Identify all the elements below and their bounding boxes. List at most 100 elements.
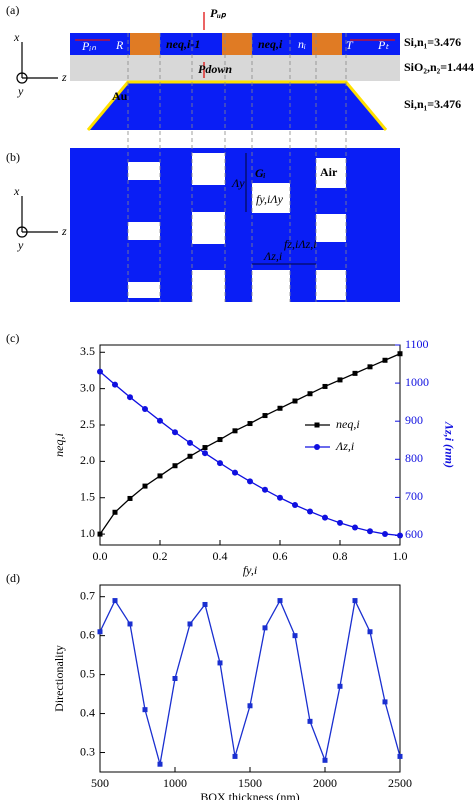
grating-tooth [130,33,160,55]
y-axis-label: neq,i [52,433,66,457]
label: R [115,38,124,52]
grating-tooth [222,33,252,55]
data-point [232,428,238,434]
arrows [75,12,395,78]
x-tick-label: 0.0 [93,549,108,563]
legend-marker [314,444,320,450]
label: Pdown [198,62,232,76]
data-point [112,598,118,604]
data-point [262,413,268,419]
x-tick-label: 1500 [238,776,262,790]
label: Air [320,165,338,179]
data-point [397,753,403,759]
data-point [382,699,388,705]
x-tick-label: 1000 [163,776,187,790]
data-point [127,394,133,401]
data-point [277,494,283,501]
data-point [337,519,343,526]
series-line [99,353,401,535]
label: neq,i-1 [166,37,200,51]
axis-label: y [17,238,24,252]
data-point [97,629,103,635]
data-point [277,405,283,411]
label: Pₜ [377,38,389,52]
data-point [172,429,178,436]
label: Au [112,89,128,103]
legend-marker [314,422,320,428]
data-point [352,598,358,604]
data-point [247,703,253,709]
data-point [97,368,103,375]
label: Pᵢₙ [81,39,96,53]
legend-label: Λz,i [335,439,354,453]
data-point [157,473,163,479]
data-point [202,445,208,451]
data-point [322,383,328,389]
data-point [292,502,298,508]
y-tick-label: 0.3 [80,744,95,758]
label: nᵢ [298,37,306,51]
label: Pᵤₚ [210,6,227,20]
data-point [142,707,148,713]
data-point [127,621,133,627]
x-axis-label: BOX thickness (nm) [200,790,299,800]
y2-tick-label: 600 [405,527,423,541]
layer-label: Si,n₁=3.476 [404,97,461,111]
y-tick-label: 3.5 [80,344,95,358]
data-point [172,676,178,681]
data-point [217,460,223,467]
y2-tick-label: 700 [405,489,423,503]
holes [128,153,346,302]
layer-label: Si,n₁=3.476 [404,35,461,49]
y2-axis-label: Λz,i (nm) [442,421,456,468]
y-tick-label: 0.5 [80,666,95,680]
plot-frame [99,344,401,546]
y2-tick-label: 900 [405,413,423,427]
si-substrate [70,81,400,130]
data-point [172,463,178,469]
data-point [217,437,223,443]
y-tick-label: 1.5 [80,489,95,503]
sio2-layer [70,55,400,81]
y-tick-label: 0.4 [80,705,95,719]
data-point [247,421,253,427]
x-tick-label: 500 [91,776,109,790]
data-point [232,469,238,476]
data-point [262,486,268,493]
panel-label: (a) [6,3,19,17]
y-tick-label: 0.7 [80,588,95,602]
x-tick-label: 0.4 [213,549,228,563]
y-axis-label: Directionality [52,645,66,712]
data-point [232,753,238,759]
data-point [367,528,373,535]
data-point [352,524,358,531]
series-line [99,371,401,537]
data-point [202,601,208,607]
axis-label: z [61,224,67,238]
y-tick-label: 0.6 [80,627,95,641]
data-point [262,625,268,631]
data-point [157,417,163,424]
etch [346,81,400,130]
x-tick-label: 0.2 [153,549,168,563]
data-point [247,478,253,485]
label: T [346,38,354,52]
plot-frame [99,584,401,773]
axis-label: x [13,184,20,198]
label: Gᵢ [255,166,266,180]
y2-tick-label: 1100 [405,337,429,351]
data-point [202,450,208,457]
data-point [307,718,313,724]
data-point [397,351,403,357]
data-point [127,495,133,501]
x-axis-label: fy,i [243,563,257,577]
label: fz,iΛz,i [284,237,317,251]
data-point [382,530,388,537]
label: Λz,i [263,249,282,263]
axis-label: y [17,84,24,98]
data-point [367,629,373,635]
data-point [187,439,193,446]
data-point [307,508,313,515]
y2-tick-label: 1000 [405,375,429,389]
